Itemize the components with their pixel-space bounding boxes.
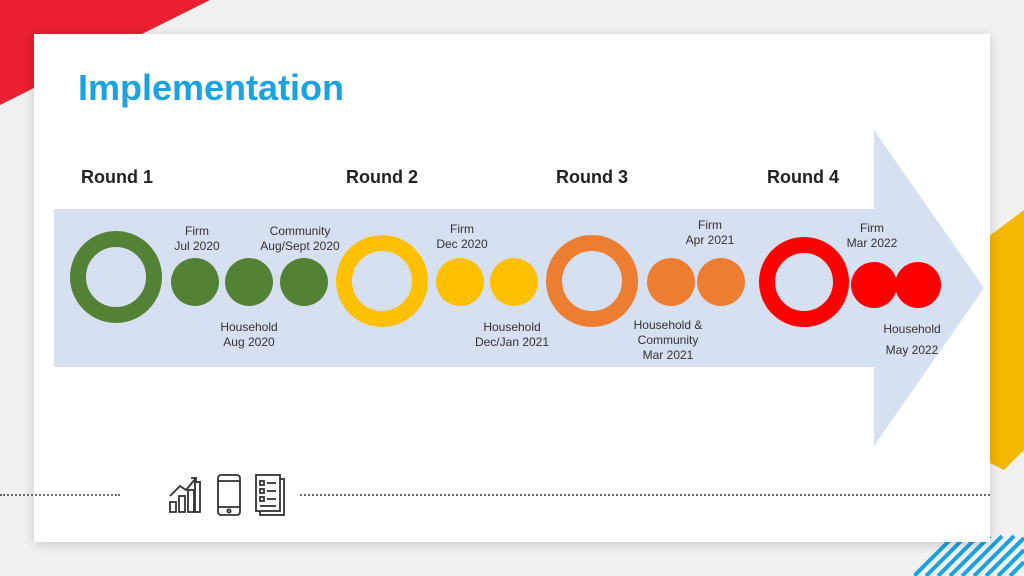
round-2-firm-text: Firm Dec 2020 [436, 222, 488, 251]
round-1-household-dot [225, 258, 273, 306]
round-1-ring [70, 231, 162, 323]
round-1-community-text: Community Aug/Sept 2020 [260, 224, 340, 253]
round-4-heading: Round 4 [767, 167, 839, 187]
round-2-ring [336, 235, 428, 327]
round-4-household-label: Household [883, 322, 940, 337]
corner-decoration-stripes [914, 534, 1024, 576]
round-4-household-dot [895, 262, 941, 308]
round-3-household-label: Household & Community Mar 2021 [634, 318, 703, 363]
round-1-community-dot [280, 258, 328, 306]
round-3-firm-dot [697, 258, 745, 306]
round-4-household-text: Household [883, 322, 941, 336]
round-3-firm-text: Firm Apr 2021 [685, 218, 735, 247]
smartphone-icon [217, 474, 241, 516]
round-3-household-dot [647, 258, 695, 306]
round-1-heading: Round 1 [81, 167, 153, 187]
round-1-firm-label: Firm Jul 2020 [174, 224, 219, 254]
dotted-divider-right [300, 494, 990, 496]
round-1-firm-dot [171, 258, 219, 306]
corner-decoration-yellow [984, 210, 1024, 470]
slide-title: Implementation [78, 67, 345, 108]
round-4-household-date: May 2022 [885, 343, 939, 357]
slide: Implementation Round 1 Round 2 Round 3 R… [0, 34, 990, 542]
round-2-household-dot [490, 258, 538, 306]
survey-document-icon [255, 474, 285, 516]
round-4-firm-dot [851, 262, 897, 308]
round-2-heading: Round 2 [346, 167, 418, 187]
round-3-firm-label: Firm Apr 2021 [686, 218, 735, 248]
round-1-firm-text: Firm Jul 2020 [174, 224, 220, 253]
round-3-household-text: Household & Community Mar 2021 [633, 318, 703, 362]
growth-chart-icon [169, 477, 201, 513]
round-3-heading: Round 3 [556, 167, 628, 187]
round-2-firm-label: Firm Dec 2020 [436, 222, 487, 252]
round-2-firm-dot [436, 258, 484, 306]
round-1-household-text: Household Aug 2020 [220, 320, 278, 349]
round-1-community-label: Community Aug/Sept 2020 [260, 224, 339, 254]
round-3-ring [546, 235, 638, 327]
round-2-household-text: Household Dec/Jan 2021 [474, 320, 550, 349]
round-1-household-label: Household Aug 2020 [220, 320, 277, 350]
dotted-divider-left [0, 494, 120, 496]
round-2-household-label: Household Dec/Jan 2021 [475, 320, 549, 350]
round-4-ring [759, 237, 849, 327]
round-4-firm-label: Firm Mar 2022 [847, 221, 898, 251]
round-4-firm-text: Firm Mar 2022 [846, 221, 898, 250]
